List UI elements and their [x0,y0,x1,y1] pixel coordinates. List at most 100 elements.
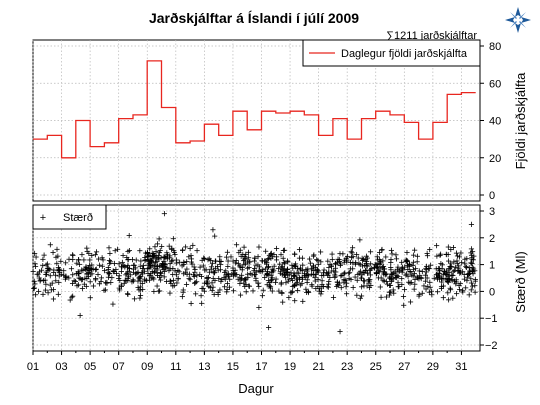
magnitude-point [292,251,298,257]
magnitude-point [367,272,373,278]
magnitude-point [297,265,303,271]
magnitude-point [92,252,98,258]
magnitude-point [153,249,159,255]
magnitude-point [454,258,460,264]
magnitude-point [31,285,37,292]
magnitude-point [156,250,163,256]
magnitude-point [263,248,269,254]
magnitude-point [125,248,131,255]
magnitude-point [435,270,441,276]
magnitude-point [383,294,390,300]
magnitude-point [247,271,253,277]
magnitude-point [446,258,452,264]
magnitude-point [186,276,192,282]
magnitude-point [318,259,324,265]
magnitude-point [328,263,334,269]
magnitude-point [255,254,261,260]
magnitude-point [399,276,405,282]
magnitude-point [84,275,90,282]
y-tick-label-magnitude: −2 [485,340,498,352]
magnitude-point [161,258,167,265]
magnitude-point [427,247,433,253]
magnitude-point [405,273,411,279]
magnitude-point [276,288,282,294]
magnitude-point [325,284,332,290]
y-tick-label-magnitude: 0 [489,286,495,298]
magnitude-point [332,272,338,278]
x-tick-label: 11 [170,361,181,373]
magnitude-point [208,266,214,272]
magnitude-point [212,233,218,239]
magnitude-point [173,272,180,278]
magnitude-point [379,246,385,253]
magnitude-point [90,283,97,289]
magnitude-point [42,287,49,293]
magnitude-point [313,271,319,277]
magnitude-point [339,272,345,278]
magnitude-point [364,263,370,269]
magnitude-point [107,250,113,257]
magnitude-point [122,263,128,270]
magnitude-point [269,277,275,283]
x-tick-label: 23 [341,361,353,373]
magnitude-point [376,257,383,263]
magnitude-point [228,254,234,260]
magnitude-point [286,294,292,301]
magnitude-point [446,267,452,273]
magnitude-point [401,287,408,293]
magnitude-point [391,290,397,296]
magnitude-point [246,255,252,261]
magnitude-point [75,257,82,263]
magnitude-point [237,292,244,298]
magnitude-point [395,284,401,290]
magnitude-point [267,279,273,286]
y-tick-label-magnitude: −1 [485,313,498,325]
y-tick-label-magnitude: 3 [489,206,495,218]
magnitude-point [58,258,64,264]
magnitude-point [162,268,168,275]
magnitude-point [183,244,189,250]
magnitude-point [232,260,238,266]
magnitude-point [151,263,157,269]
magnitude-point [135,284,141,290]
magnitude-point [84,245,90,251]
magnitude-point [256,304,262,311]
magnitude-point [61,268,67,274]
magnitude-point [302,274,308,280]
magnitude-point [87,257,93,263]
magnitude-point [33,292,39,298]
magnitude-point [69,280,76,287]
magnitude-point [438,251,444,257]
magnitude-point [62,276,68,282]
magnitude-point [347,266,353,272]
magnitude-point [187,276,193,282]
y-tick-label-count: 0 [489,190,495,202]
magnitude-point [469,260,475,267]
magnitude-point [352,274,358,280]
magnitude-point [205,257,211,263]
magnitude-point [188,253,194,259]
magnitude-point [32,250,38,257]
magnitude-point [382,272,388,278]
magnitude-point [470,269,476,275]
magnitude-point [460,269,466,275]
magnitude-point [126,247,132,254]
magnitude-point [209,280,215,286]
magnitude-point [264,259,270,266]
magnitude-point [164,256,170,262]
magnitude-point [269,288,275,294]
magnitude-point [388,256,394,263]
magnitude-point [101,268,108,274]
magnitude-point [32,281,38,287]
magnitude-point [246,264,252,271]
magnitude-point [465,271,471,277]
magnitude-point [76,261,83,267]
magnitude-point [50,249,56,256]
top-legend: Daglegur fjöldi jarðskjálfta [302,39,481,67]
magnitude-point [366,285,373,291]
y-tick-label-count: 80 [489,41,501,53]
magnitude-point [110,301,116,307]
magnitude-point [201,288,208,294]
magnitude-point [190,242,196,248]
magnitude-point [445,279,451,285]
